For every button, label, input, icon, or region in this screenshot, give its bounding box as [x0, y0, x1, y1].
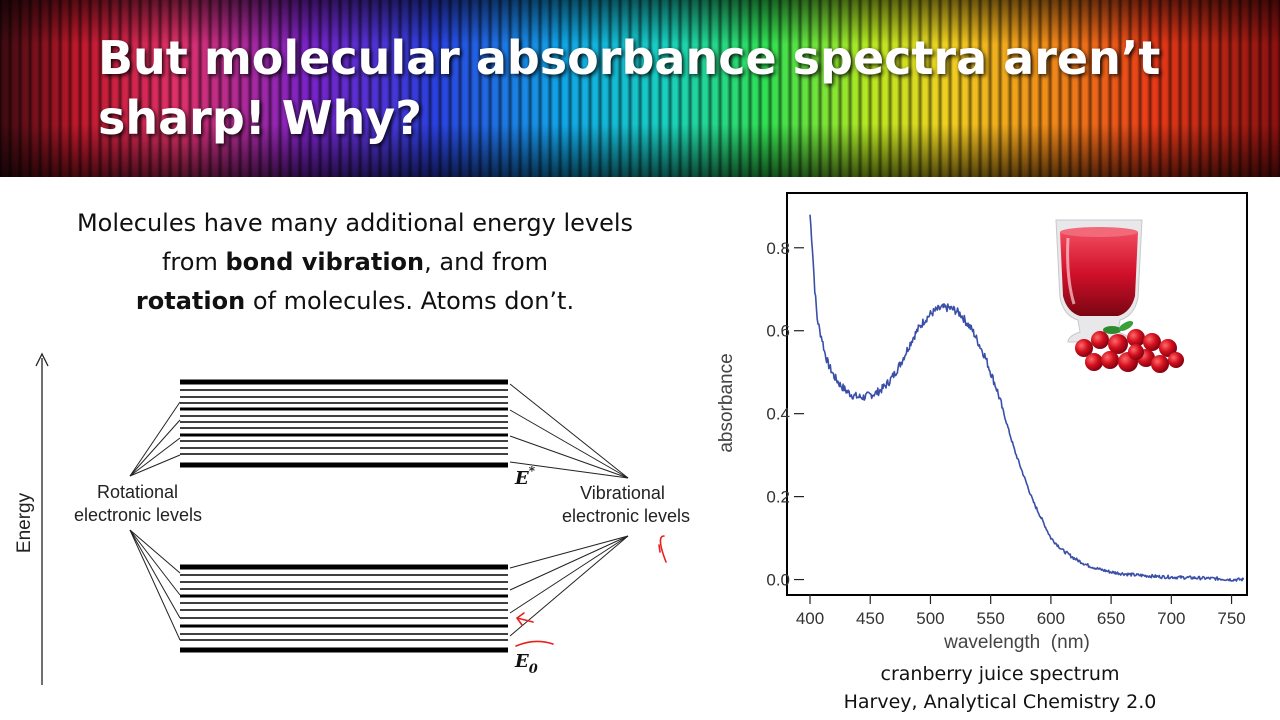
glass-highlight — [1066, 237, 1076, 305]
y-tick-label: 0.0 — [766, 571, 790, 590]
annotation-hook-mark — [658, 535, 667, 563]
y-axis-ticks: 0.0 0.2 0.4 0.6 0.8 — [766, 239, 804, 590]
excited-state-levels — [180, 379, 508, 468]
y-tick-label: 0.6 — [766, 322, 790, 341]
excited-state-letter: E — [514, 468, 529, 489]
ground-state-label: E0 — [514, 651, 538, 677]
vibrational-levels-label: Vibrational electronic levels — [562, 483, 690, 526]
y-axis-label: absorbance — [716, 353, 737, 452]
intro-text: Molecules have many additional energy le… — [60, 204, 650, 321]
x-tick-label: 650 — [1097, 609, 1125, 628]
vibrational-label-line1: Vibrational — [580, 483, 665, 503]
y-tick-label: 0.8 — [766, 239, 790, 258]
excited-state-label: E* — [514, 464, 536, 489]
ground-state-letter: E — [514, 651, 529, 672]
excited-state-superscript: * — [529, 464, 536, 478]
intro-bold-rotation: rotation — [135, 287, 246, 315]
rainbow-spectrum-banner — [0, 0, 1280, 177]
rotational-label-line2: electronic levels — [74, 505, 202, 525]
chart-frame — [786, 192, 1248, 596]
rotational-levels-label: Rotational electronic levels — [74, 482, 202, 525]
x-tick-label: 450 — [856, 609, 884, 628]
annotation-arrow-mark — [516, 612, 534, 626]
rotational-label-line1: Rotational — [97, 482, 178, 502]
vibrational-pointer-lines — [509, 383, 629, 637]
caption-line-2: Harvey, Analytical Chemistry 2.0 — [843, 691, 1157, 713]
ground-state-levels — [180, 564, 508, 653]
x-tick-label: 500 — [916, 609, 944, 628]
intro-part1: Molecules have many additional energy le… — [76, 209, 634, 276]
intro-part2: , and from — [424, 248, 549, 276]
figure-caption: cranberry juice spectrum Harvey, Analyti… — [790, 660, 1210, 716]
energy-axis — [35, 352, 49, 685]
intro-part3: of molecules. Atoms don’t. — [245, 287, 575, 315]
energy-level-diagram: Energy Rotational electronic levels — [14, 352, 690, 685]
y-tick-label: 0.4 — [766, 405, 790, 424]
cranberry-juice-glass-photo — [1055, 219, 1184, 373]
handwritten-annotations — [515, 535, 667, 647]
juice-surface — [1060, 227, 1138, 237]
absorbance-series-line — [809, 214, 1245, 582]
ground-state-subscript: 0 — [529, 662, 538, 677]
x-axis-ticks: 400 450 500 550 600 650 700 750 — [796, 594, 1246, 628]
slide-title: But molecular absorbance spectra aren’t … — [98, 31, 1161, 145]
y-tick-label: 0.2 — [766, 488, 790, 507]
annotation-underline-mark — [515, 640, 554, 647]
x-axis-label: wavelength (nm) — [943, 632, 1090, 653]
x-tick-label: 550 — [976, 609, 1004, 628]
cranberries — [1075, 320, 1184, 373]
energy-axis-label: Energy — [14, 492, 35, 553]
x-tick-label: 750 — [1217, 609, 1245, 628]
absorbance-spectrum-chart: 0.0 0.2 0.4 0.6 0.8 400 450 500 550 600 650 700 750… — [716, 214, 1246, 653]
intro-bold-vibration: bond vibration — [225, 248, 425, 276]
x-tick-label: 600 — [1037, 609, 1065, 628]
rotational-pointer-lines — [129, 401, 181, 641]
juice-fill — [1060, 232, 1138, 316]
vibrational-label-line2: electronic levels — [562, 506, 690, 526]
x-tick-label: 400 — [796, 609, 824, 628]
caption-line-1: cranberry juice spectrum — [880, 663, 1120, 685]
x-tick-label: 700 — [1157, 609, 1185, 628]
